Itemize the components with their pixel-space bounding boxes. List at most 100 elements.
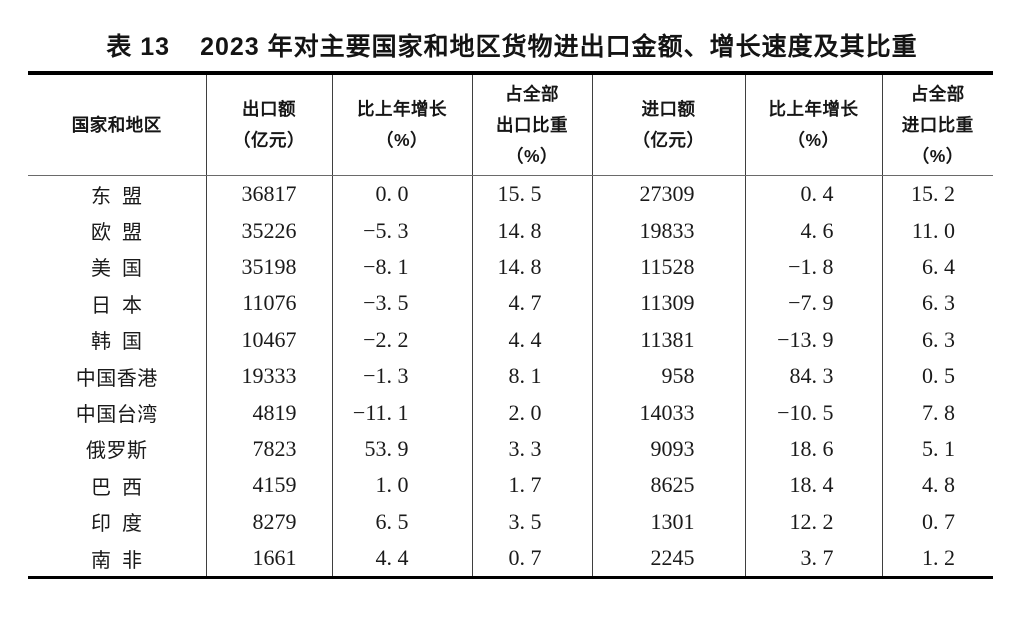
value-cell: 18. 4 <box>744 467 882 504</box>
value-cell: 958 <box>591 357 745 395</box>
value-cell: 11528 <box>591 248 745 286</box>
value-cell: 11076 <box>205 285 332 322</box>
table-row: 日 本 11076 −3. 5 4. 7 11309 −7. 9 6. 3 <box>28 285 993 322</box>
value-cell: 27309 <box>591 175 745 213</box>
value-cell: 36817 <box>205 175 332 213</box>
value-cell: 4. 7 <box>471 285 592 322</box>
column-header-export-share: 占全部出口比重 （%） <box>471 73 592 176</box>
region-cell: 韩 国 <box>91 331 143 354</box>
value-cell: −10. 5 <box>744 394 882 431</box>
value-cell: 0. 4 <box>744 175 882 213</box>
value-cell: 4. 6 <box>744 212 882 249</box>
value-cell: −1. 8 <box>744 248 882 286</box>
value-cell: 4. 8 <box>881 467 993 504</box>
column-header-export-value: 出口额 （亿元） <box>205 73 332 176</box>
value-cell: 10467 <box>205 321 332 358</box>
value-cell: 2. 0 <box>471 394 592 431</box>
value-cell: 18. 6 <box>744 430 882 468</box>
table-header: 国家和地区 出口额 （亿元） 比上年增长 （%） 占全部出口比重 （%） 进口额 （亿元） 比上年… <box>28 73 993 176</box>
column-header-export-growth: 比上年增长 （%） <box>331 73 472 176</box>
table-row: 中国台湾 4819 −11. 1 2. 0 14033 −10. 5 7. 8 <box>28 394 993 431</box>
value-cell: 53. 9 <box>331 430 472 468</box>
value-cell: −8. 1 <box>331 248 472 286</box>
value-cell: 11381 <box>591 321 745 358</box>
region-cell: 中国台湾 <box>75 404 158 427</box>
value-cell: −13. 9 <box>744 321 882 358</box>
column-header-import-growth: 比上年增长 （%） <box>744 73 882 176</box>
value-cell: 2245 <box>591 539 745 578</box>
value-cell: 35226 <box>205 212 332 249</box>
value-cell: 6. 4 <box>881 248 993 286</box>
region-cell: 巴 西 <box>91 476 143 499</box>
table-row: 欧 盟 35226 −5. 3 14. 8 19833 4. 6 11. 0 <box>28 212 993 249</box>
value-cell: 3. 7 <box>744 539 882 578</box>
value-cell: 3. 5 <box>471 503 592 540</box>
region-cell: 东 盟 <box>91 185 143 208</box>
value-cell: 4. 4 <box>471 321 592 358</box>
value-cell: 0. 5 <box>881 357 993 395</box>
table-row: 巴 西 4159 1. 0 1. 7 8625 18. 4 4. 8 <box>28 467 993 504</box>
header-line: （亿元） <box>233 130 305 150</box>
value-cell: 7. 8 <box>881 394 993 431</box>
value-cell: 1301 <box>591 503 745 540</box>
header-line: 国家和地区 <box>71 114 162 135</box>
value-cell: 4159 <box>205 467 332 504</box>
region-cell: 美 国 <box>91 258 143 281</box>
header-line: （%） <box>505 145 559 166</box>
value-cell: 0. 7 <box>471 539 592 578</box>
value-cell: 19333 <box>205 357 332 395</box>
region-cell: 印 度 <box>91 513 143 536</box>
value-cell: −7. 9 <box>744 285 882 322</box>
value-cell: 1661 <box>205 539 332 578</box>
value-cell: 14. 8 <box>471 212 592 249</box>
value-cell: 7823 <box>205 430 332 468</box>
value-cell: 11309 <box>591 285 745 322</box>
header-line: （亿元） <box>632 130 705 150</box>
region-cell: 俄罗斯 <box>86 440 148 463</box>
column-header-import-value: 进口额 （亿元） <box>591 73 745 176</box>
value-cell: 8625 <box>591 467 745 504</box>
column-header-region: 国家和地区 <box>28 73 206 176</box>
table-row: 东 盟 36817 0. 0 15. 5 27309 0. 4 15. 2 <box>28 175 993 213</box>
table-wrap: 国家和地区 出口额 （亿元） 比上年增长 （%） 占全部出口比重 （%） 进口额 （亿元） 比上年… <box>28 71 993 580</box>
region-cell: 中国香港 <box>75 367 158 390</box>
header-line: 进口比重 <box>901 114 974 135</box>
value-cell: 4819 <box>205 394 332 431</box>
value-cell: 6. 5 <box>331 503 472 540</box>
table-row: 中国香港 19333 −1. 3 8. 1 958 84. 3 0. 5 <box>28 357 993 395</box>
value-cell: 14. 8 <box>471 248 592 286</box>
value-cell: −1. 3 <box>331 357 472 395</box>
region-cell: 欧 盟 <box>91 222 143 245</box>
header-line: 出口额 <box>242 99 296 119</box>
value-cell: 12. 2 <box>744 503 882 540</box>
value-cell: 1. 0 <box>331 467 472 504</box>
table-row: 美 国 35198 −8. 1 14. 8 11528 −1. 8 6. 4 <box>28 248 993 286</box>
value-cell: 84. 3 <box>744 357 882 395</box>
value-cell: 8279 <box>205 503 332 540</box>
value-cell: 14033 <box>591 394 745 431</box>
header-line: 占全部 <box>910 83 965 104</box>
value-cell: 6. 3 <box>881 321 993 358</box>
value-cell: 3. 3 <box>471 430 592 468</box>
header-line: 占全部 <box>505 83 559 104</box>
trade-table: 国家和地区 出口额 （亿元） 比上年增长 （%） 占全部出口比重 （%） 进口额 （亿元） 比上年… <box>28 71 993 580</box>
table-row: 印 度 8279 6. 5 3. 5 1301 12. 2 0. 7 <box>28 503 993 540</box>
caption-label: 表 13 <box>106 33 171 61</box>
value-cell: 19833 <box>591 212 745 249</box>
header-line: 比上年增长 <box>357 99 447 119</box>
column-header-import-share: 占全部 进口比重 （%） <box>881 73 993 176</box>
header-line: （%） <box>375 130 429 150</box>
region-cell: 南 非 <box>91 549 143 572</box>
value-cell: 5. 1 <box>881 430 993 468</box>
header-line: 出口比重 <box>496 114 568 135</box>
header-line: （%） <box>787 130 840 150</box>
header-line: 进口额 <box>641 99 696 119</box>
value-cell: 9093 <box>591 430 745 468</box>
value-cell: 8. 1 <box>471 357 592 395</box>
value-cell: −11. 1 <box>331 394 472 431</box>
header-line: 比上年增长 <box>768 99 859 119</box>
value-cell: −3. 5 <box>331 285 472 322</box>
region-cell: 日 本 <box>91 294 143 317</box>
table-row: 南 非 1661 4. 4 0. 7 2245 3. 7 1. 2 <box>28 539 993 578</box>
